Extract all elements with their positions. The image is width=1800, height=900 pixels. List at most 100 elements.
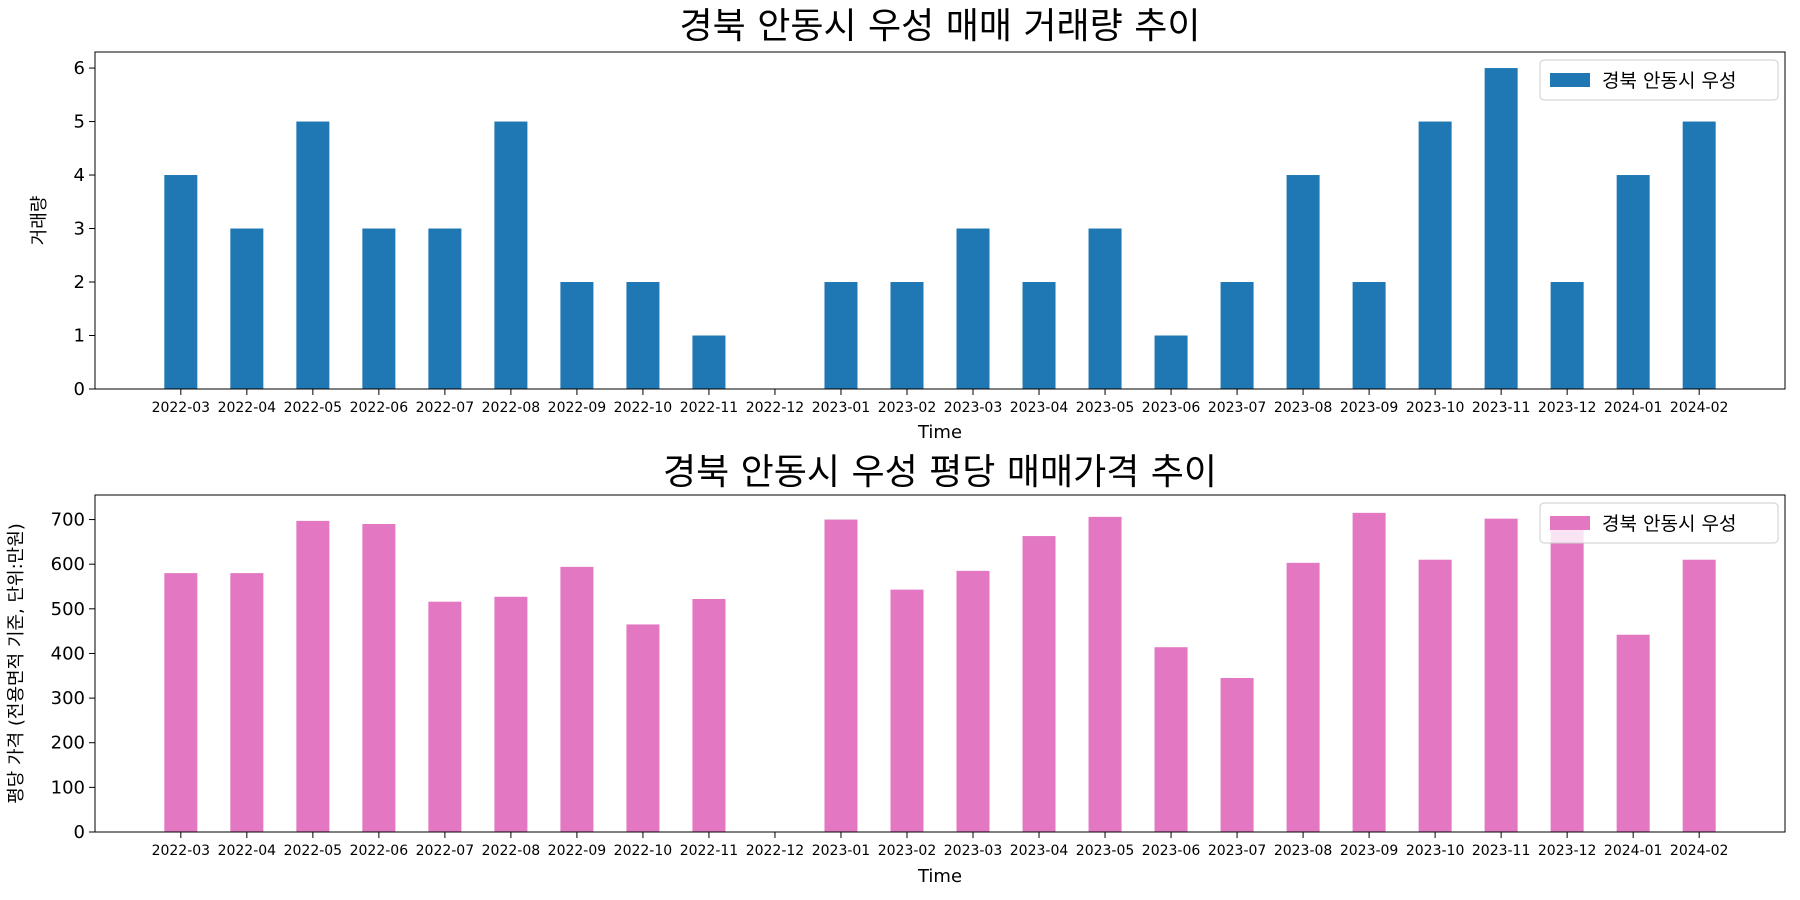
x-tick-label: 2023-05 (1076, 843, 1135, 859)
x-tick-label: 2022-11 (680, 400, 739, 416)
x-tick-label: 2022-08 (482, 843, 541, 859)
bar-2022-04 (230, 228, 264, 389)
bar-2022-05 (296, 121, 330, 389)
y-tick-label: 200 (51, 733, 85, 754)
bar-2023-11 (1484, 518, 1518, 832)
x-tick-label: 2023-12 (1538, 843, 1597, 859)
bar-2023-05 (1088, 228, 1122, 389)
bar-2023-07 (1220, 678, 1254, 832)
bar-2022-04 (230, 573, 264, 832)
bar-2022-11 (692, 335, 726, 389)
x-tick-label: 2023-06 (1142, 400, 1201, 416)
bar-2024-02 (1682, 559, 1716, 832)
x-tick-label: 2023-03 (944, 400, 1003, 416)
x-tick-label: 2023-11 (1472, 400, 1531, 416)
y-axis-label: 평당 가격 (전용면적 기준, 단위:만원) (6, 523, 27, 804)
x-tick-label: 2022-10 (614, 843, 673, 859)
y-axis-label: 거래량 (29, 196, 50, 246)
bar-2022-08 (494, 121, 528, 389)
legend-label: 경북 안동시 우성 (1602, 513, 1736, 535)
x-tick-label: 2022-07 (416, 400, 475, 416)
x-tick-label: 2022-09 (548, 843, 607, 859)
x-tick-label: 2022-04 (218, 843, 277, 859)
x-tick-label: 2022-11 (680, 843, 739, 859)
x-tick-label: 2023-11 (1472, 843, 1531, 859)
bar-2023-12 (1550, 527, 1584, 832)
x-tick-label: 2022-12 (746, 400, 805, 416)
x-tick-label: 2022-10 (614, 400, 673, 416)
bar-2023-09 (1352, 512, 1386, 832)
bar-2024-01 (1616, 634, 1650, 832)
bar-2023-04 (1022, 282, 1056, 389)
bar-2022-10 (626, 624, 660, 832)
bar-2023-08 (1286, 175, 1320, 389)
legend-box (1539, 59, 1779, 101)
chart-panel-2: 경북 안동시 우성 평당 매매가격 추이 0 100 200 300 400 500 600 7… (6, 452, 1786, 887)
bar-2023-07 (1220, 282, 1254, 389)
x-tick-label: 2023-04 (1010, 843, 1069, 859)
y-tick-label: 5 (74, 112, 85, 133)
bar-2022-11 (692, 599, 726, 832)
y-tick-label: 600 (51, 554, 85, 575)
x-tick-label: 2022-12 (746, 843, 805, 859)
legend-box (1539, 502, 1779, 544)
bar-2023-10 (1418, 121, 1452, 389)
x-axis-label: Time (917, 866, 962, 887)
legend: 경북 안동시 우성 (1539, 502, 1779, 544)
y-tick-label: 100 (51, 777, 85, 798)
x-tick-label: 2022-06 (350, 843, 409, 859)
x-tick-label: 2022-04 (218, 400, 277, 416)
plot-frame (94, 494, 1786, 833)
x-tick-label: 2023-02 (878, 400, 937, 416)
x-tick-label: 2022-08 (482, 400, 541, 416)
y-tick-label: 500 (51, 599, 85, 620)
bar-2023-06 (1154, 647, 1188, 832)
x-tick-label: 2023-01 (812, 400, 871, 416)
x-tick-label: 2022-03 (152, 843, 211, 859)
x-tick-label: 2023-12 (1538, 400, 1597, 416)
x-tick-label: 2023-08 (1274, 843, 1333, 859)
bar-2023-02 (890, 589, 924, 832)
x-tick-label: 2023-09 (1340, 843, 1399, 859)
y-tick-label: 400 (51, 643, 85, 664)
x-tick-label: 2022-06 (350, 400, 409, 416)
bar-2022-09 (560, 282, 594, 389)
bar-2022-09 (560, 566, 594, 832)
legend: 경북 안동시 우성 (1539, 59, 1779, 101)
bar-2023-05 (1088, 516, 1122, 832)
bar-2023-04 (1022, 536, 1056, 832)
bar-2023-10 (1418, 559, 1452, 832)
x-tick-label: 2022-07 (416, 843, 475, 859)
x-tick-label: 2024-02 (1670, 843, 1729, 859)
bar-2023-01 (824, 282, 858, 389)
x-tick-label: 2023-03 (944, 843, 1003, 859)
y-tick-label: 6 (74, 58, 85, 79)
bar-2023-12 (1550, 282, 1584, 389)
chart-title: 경북 안동시 우성 매매 거래량 추이 (680, 6, 1201, 47)
bar-2023-08 (1286, 562, 1320, 832)
y-tick-label: 0 (74, 822, 85, 843)
y-tick-label: 0 (74, 379, 85, 400)
x-tick-label: 2023-10 (1406, 843, 1465, 859)
bar-2022-07 (428, 601, 462, 832)
x-tick-label: 2023-07 (1208, 400, 1267, 416)
bar-2023-03 (956, 228, 990, 389)
x-axis-label: Time (917, 422, 962, 443)
bar-2022-10 (626, 282, 660, 389)
bar-2022-05 (296, 520, 330, 832)
bar-2023-06 (1154, 335, 1188, 389)
y-tick-label: 300 (51, 688, 85, 709)
x-tick-label: 2022-09 (548, 400, 607, 416)
x-tick-label: 2023-06 (1142, 843, 1201, 859)
bar-2022-03 (164, 573, 198, 832)
bar-2024-01 (1616, 175, 1650, 389)
x-tick-label: 2023-10 (1406, 400, 1465, 416)
x-tick-label: 2023-09 (1340, 400, 1399, 416)
legend-swatch (1550, 73, 1590, 87)
x-tick-label: 2022-03 (152, 400, 211, 416)
y-tick-label: 3 (74, 219, 85, 240)
x-tick-label: 2022-05 (284, 843, 343, 859)
x-tick-label: 2024-02 (1670, 400, 1729, 416)
bar-2024-02 (1682, 121, 1716, 389)
bar-2023-01 (824, 519, 858, 832)
